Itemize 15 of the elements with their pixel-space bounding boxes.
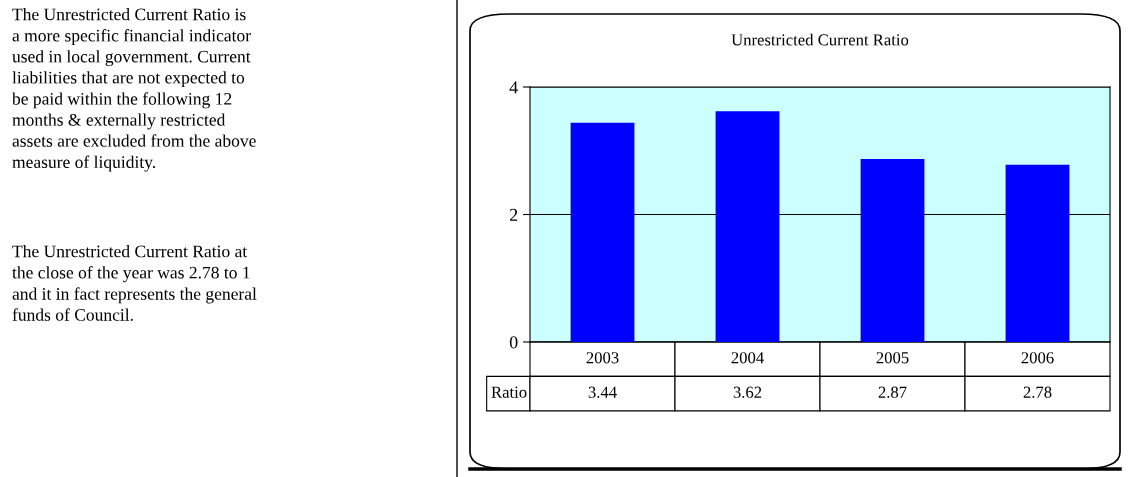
x-tick-label: 2005 <box>876 352 909 364</box>
data-label: 3.44 <box>588 386 617 398</box>
data-label: 3.62 <box>733 386 762 398</box>
text: Ratio <box>491 386 527 398</box>
y-tick-label: 4 <box>509 81 518 94</box>
chart-title: Unrestricted Current Ratio <box>731 33 909 46</box>
data-label: 2.87 <box>878 386 907 398</box>
x-tick-label: 2003 <box>586 352 619 364</box>
x-tick-label: 2006 <box>1021 352 1054 364</box>
x-tick-label: 2004 <box>731 352 764 364</box>
text: The Unrestricted Current Ratio is a more specific financial indicator used in local government. Current liabilities that are not expected to be paid within the following 12 months & externally restricted assets are excluded from the above measure of liquidity. <box>12 8 256 172</box>
text: The Unrestricted Current Ratio at the close of the year was 2.78 to 1 and it in fact represents the general funds of Council. <box>12 245 257 321</box>
y-tick-label: 2 <box>509 208 518 221</box>
data-label: 2.78 <box>1023 386 1052 398</box>
y-tick-label: 0 <box>509 336 518 349</box>
